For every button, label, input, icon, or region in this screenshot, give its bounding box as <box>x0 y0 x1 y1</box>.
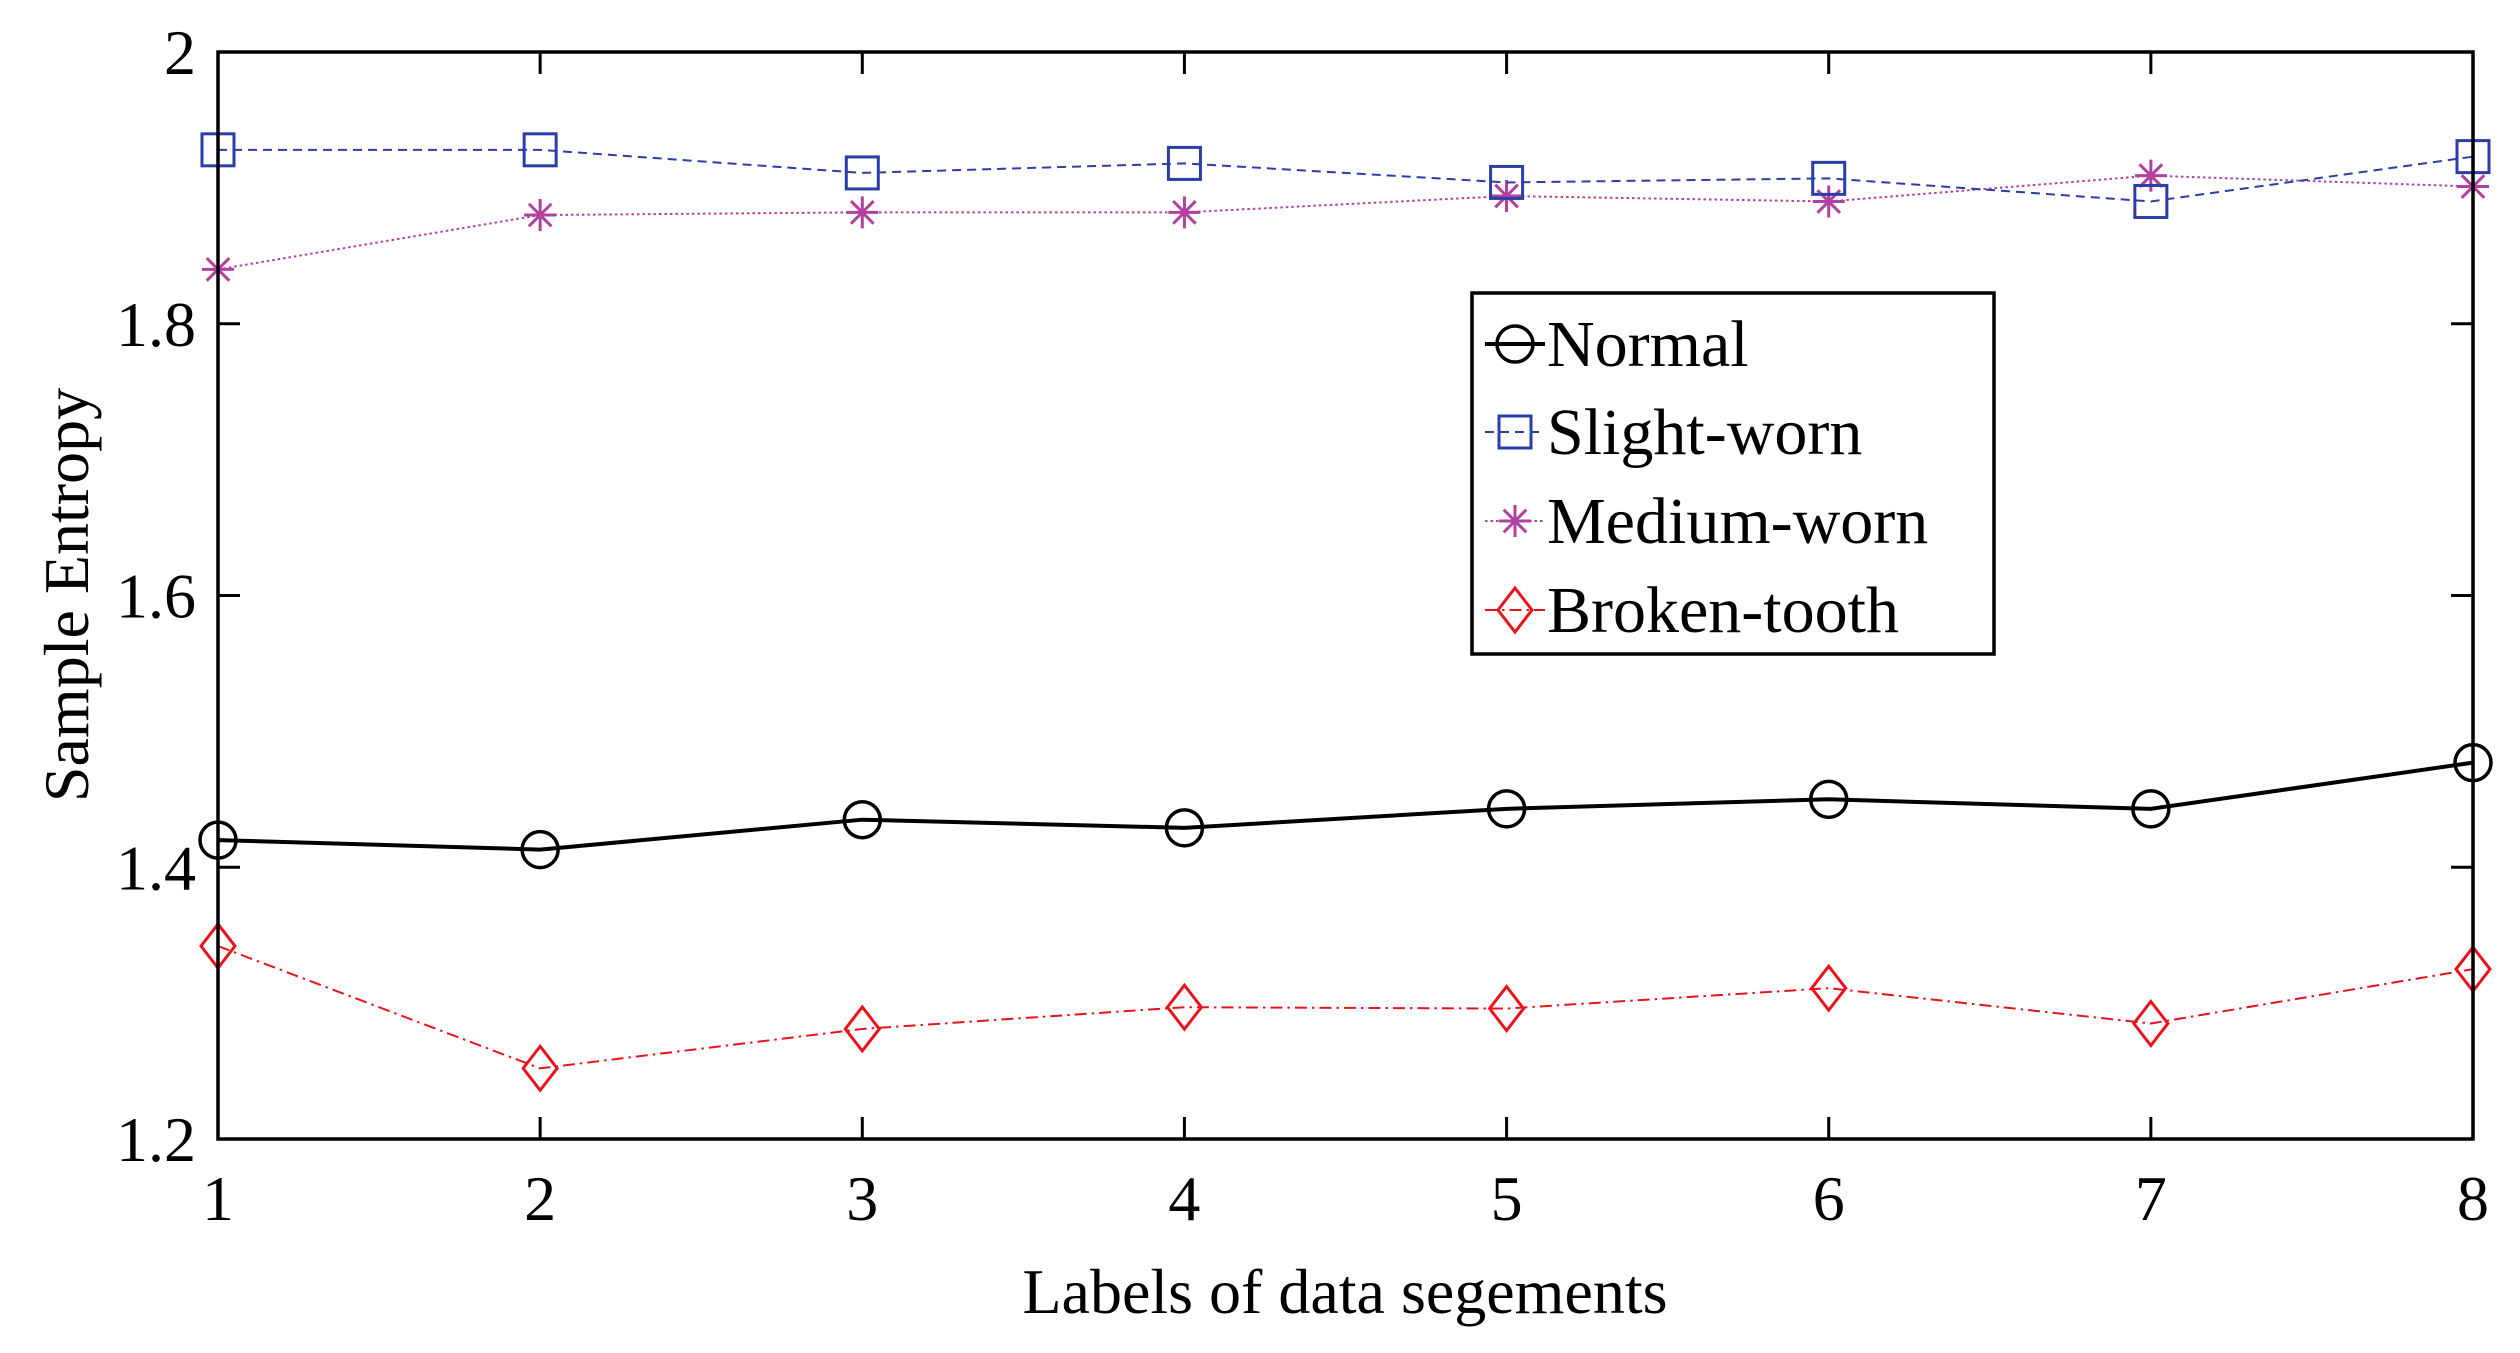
data-point-medium-worn-4 <box>1168 196 1201 229</box>
x-tick-label: 8 <box>2457 1163 2489 1234</box>
legend-item-broken-tooth: Broken-tooth <box>1485 574 1899 647</box>
data-point-slight-worn-2 <box>522 132 558 168</box>
data-point-medium-worn-3 <box>846 196 879 229</box>
legend-item-medium-worn: Medium-worn <box>1485 485 1928 558</box>
data-point-medium-worn-6 <box>1812 185 1845 218</box>
data-point-broken-tooth-6 <box>1809 963 1848 1013</box>
data-point-medium-worn-5 <box>1490 180 1523 213</box>
ticks-layer: 1 2 3 4 5 6 7 8 1.2 1.4 1.6 1.8 2 <box>116 17 2489 1234</box>
data-point-normal-6 <box>1808 779 1849 820</box>
data-point-normal-7 <box>2131 789 2171 829</box>
legend-marker-medium-worn <box>1499 505 1531 537</box>
series-normal <box>198 742 2493 870</box>
data-point-broken-tooth-5 <box>1487 984 1526 1034</box>
data-point-broken-tooth-4 <box>1165 982 1204 1032</box>
data-point-slight-worn-7 <box>2133 183 2169 219</box>
x-tick-label: 4 <box>1168 1163 1200 1234</box>
series-medium-worn <box>202 159 2489 286</box>
series-line-broken-tooth <box>217 945 2474 1070</box>
legend-label-medium-worn: Medium-worn <box>1547 485 1928 558</box>
legend-label-broken-tooth: Broken-tooth <box>1547 574 1899 647</box>
y-tick-label: 1.2 <box>116 1104 196 1175</box>
x-tick-label: 1 <box>202 1163 234 1234</box>
data-point-normal-2 <box>520 829 560 870</box>
data-point-medium-worn-7 <box>2134 159 2167 192</box>
series-line-medium-worn <box>217 174 2474 271</box>
legend-box <box>1470 291 1996 656</box>
y-tick-label: 1.4 <box>116 832 196 903</box>
y-tick-label: 2 <box>164 17 196 88</box>
x-tick-label: 3 <box>846 1163 878 1234</box>
x-tick-label: 6 <box>1813 1163 1845 1234</box>
legend-marker-normal <box>1495 324 1535 364</box>
data-point-broken-tooth-3 <box>843 1004 882 1054</box>
series-layer <box>198 132 2493 1093</box>
data-point-broken-tooth-7 <box>2131 999 2170 1048</box>
series-broken-tooth <box>199 921 2492 1093</box>
legend-label-slight-worn: Slight-worn <box>1547 396 1862 469</box>
data-point-broken-tooth-2 <box>521 1043 560 1093</box>
data-point-slight-worn-3 <box>844 155 880 191</box>
x-tick-label: 7 <box>2135 1163 2167 1234</box>
legend-item-normal: Normal <box>1485 308 1749 381</box>
data-point-medium-worn-2 <box>524 199 557 232</box>
x-tick-label: 5 <box>1491 1163 1523 1234</box>
series-line-slight-worn <box>218 148 2474 203</box>
legend-marker-broken-tooth <box>1496 585 1534 635</box>
legend-marker-slight-worn <box>1497 414 1533 450</box>
data-point-normal-3 <box>842 799 883 840</box>
y-tick-label: 1.6 <box>116 561 196 632</box>
data-point-normal-4 <box>1164 808 1205 848</box>
x-axis-title: Labels of data segements <box>1022 1256 1667 1327</box>
data-point-normal-5 <box>1486 789 1527 829</box>
data-point-slight-worn-5 <box>1489 164 1525 200</box>
data-point-slight-worn-4 <box>1166 145 1202 181</box>
y-tick-label: 1.8 <box>116 289 196 360</box>
legend-item-slight-worn: Slight-worn <box>1485 396 1862 469</box>
data-point-slight-worn-6 <box>1811 160 1847 196</box>
x-tick-label: 2 <box>524 1163 556 1234</box>
y-axis-title: Sample Entropy <box>31 388 102 802</box>
legend: Normal Slight-worn Medium-worn Broken-tooth <box>1470 291 1996 656</box>
series-line-normal <box>217 760 2474 852</box>
legend-label-normal: Normal <box>1547 308 1749 381</box>
